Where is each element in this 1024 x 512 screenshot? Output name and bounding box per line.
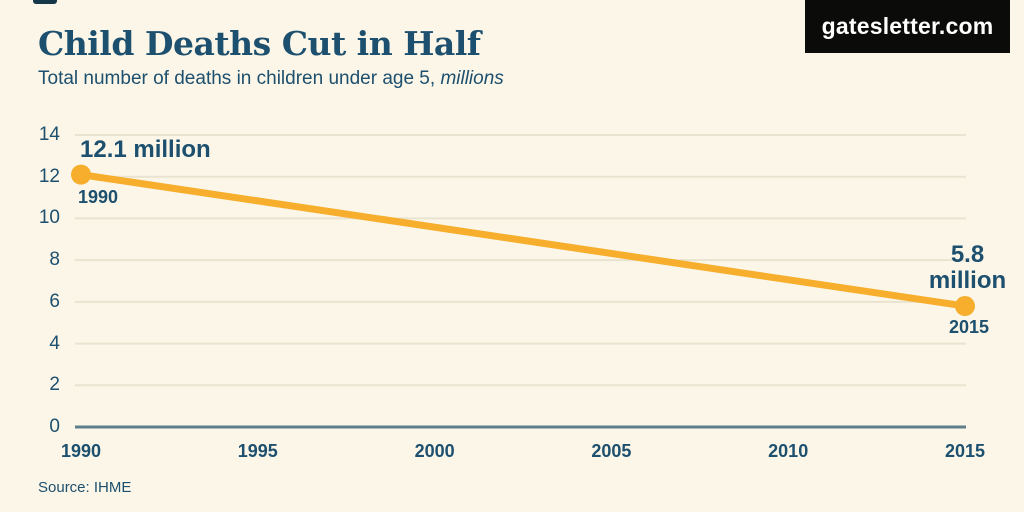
end-value-line1: 5.8 [950,241,985,268]
chart-subtitle-units: millions [440,68,504,89]
chart-subtitle-text: Total number of deaths in children under… [38,68,441,89]
gatesletter-logo-text: gatesletter.com [821,13,994,39]
y-tick-8: 8 [49,249,60,271]
start-year-label: 1990 [78,187,119,207]
x-tick-2000: 2000 [414,441,455,461]
y-tick-12: 12 [38,165,60,187]
x-tick-1990: 1990 [60,441,102,461]
end-year-label: 2015 [948,317,990,337]
trend-line [77,171,969,310]
data-point-2015 [955,296,975,317]
x-tick-2005: 2005 [591,441,632,461]
chart-subtitle: Total number of deaths in children under… [38,68,504,90]
y-tick-0: 0 [49,416,60,437]
end-value-line2: million [928,267,1007,294]
chart-title: Child Deaths Cut in Half [38,24,481,63]
y-tick-2: 2 [49,374,60,396]
end-value-label: 5.8 million [925,242,1010,294]
y-tick-10: 10 [38,207,60,229]
gatesletter-logo: gatesletter.com [805,0,1010,53]
source-credit: Source: IHME [38,479,132,496]
x-tick-1995: 1995 [237,441,278,461]
start-value-label: 12.1 million [80,136,211,163]
y-tick-6: 6 [49,290,60,312]
y-tick-14: 14 [38,124,60,145]
y-tick-4: 4 [49,332,60,354]
gridlines [75,134,966,387]
x-tick-2015: 2015 [944,441,986,461]
x-tick-2010: 2010 [768,441,809,461]
data-point-1990 [71,164,91,185]
line-chart [71,134,975,429]
top-edge-mark [33,0,57,4]
